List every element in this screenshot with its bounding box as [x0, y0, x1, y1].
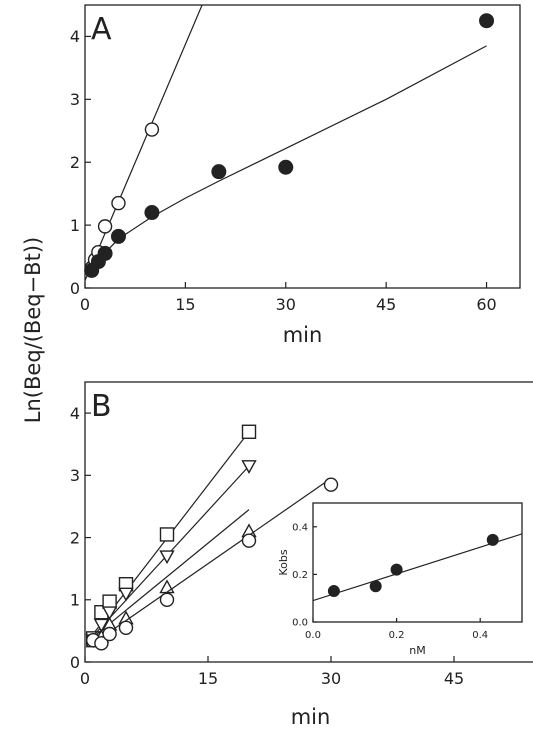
- fit-line: [313, 533, 522, 602]
- panel-label: B: [91, 389, 112, 424]
- x-tick-label: 15: [198, 669, 218, 688]
- data-point-filled-circle: [144, 205, 160, 221]
- y-tick-label: 2: [70, 528, 80, 547]
- x-axis-label: nM: [409, 644, 425, 657]
- data-point-open-square: [241, 424, 257, 439]
- data-point-open-square: [102, 594, 117, 609]
- data-point-open-triangle-down: [118, 587, 134, 602]
- data-point-open-circle: [118, 620, 134, 635]
- data-point-open-circle: [102, 626, 117, 642]
- data-point-open-triangle-down: [159, 550, 175, 565]
- data-point-open-square: [159, 527, 175, 542]
- x-tick-label: 45: [376, 295, 396, 314]
- y-tick-label: 1: [70, 591, 80, 610]
- plot-frame: [84, 4, 521, 289]
- data-point-open-circle: [159, 592, 175, 607]
- fit-line: [92, 509, 250, 638]
- panel-b-inset: 0.0 0.2 0.4 0.0 0.2 0.4 nM Kobs: [277, 502, 523, 657]
- y-tick-label: 0: [70, 653, 80, 672]
- x-tick-label: 60: [476, 295, 496, 314]
- data-point-filled-circle: [110, 228, 126, 244]
- data-point-filled-circle: [211, 164, 227, 180]
- data-point-filled-circle: [278, 159, 294, 175]
- x-tick-label: 0: [80, 669, 90, 688]
- data-point-filled-circle: [479, 13, 495, 29]
- data-point-open-triangle-down: [93, 618, 110, 633]
- y-axis-label: Kobs: [277, 549, 290, 575]
- x-tick-label: 45: [444, 669, 464, 688]
- data-point-filled-circle: [97, 245, 113, 261]
- data-point-open-circle: [144, 122, 160, 137]
- data-point-filled-circle: [390, 563, 403, 576]
- panel-b: 0 15 30 45 0 1 2 3 4 min B: [70, 381, 533, 729]
- series-4-open-circle: [85, 477, 339, 651]
- x-axis-label: min: [291, 705, 331, 729]
- y-tick-label: 1: [70, 216, 80, 235]
- data-point-open-circle: [241, 533, 257, 548]
- x-axis-label: min: [283, 323, 323, 347]
- x-tick-label: 0: [80, 295, 90, 314]
- y-tick-label: 0: [70, 279, 80, 298]
- data-point-open-circle: [111, 195, 126, 211]
- panel-a: 0 15 30 45 60 0 1 2 3 4 min A: [70, 4, 521, 347]
- data-point-open-triangle-down: [241, 460, 257, 474]
- y-tick-label: 2: [70, 153, 80, 172]
- data-point-open-triangle-up: [159, 579, 175, 594]
- data-point-filled-circle: [486, 533, 499, 546]
- plot-frame: [312, 502, 523, 623]
- data-point-open-triangle-down: [101, 606, 118, 621]
- x-tick-label: 15: [175, 295, 195, 314]
- y-tick-label: 3: [70, 466, 80, 485]
- data-point-filled-circle: [327, 585, 340, 598]
- y-tick-label: 3: [70, 90, 80, 109]
- data-point-filled-circle: [369, 580, 382, 593]
- fit-line: [85, 5, 203, 281]
- y-tick-label: 4: [70, 27, 80, 46]
- y-tick-label: 0.4: [292, 522, 308, 533]
- series-2-filled-circle: [84, 13, 495, 278]
- x-tick-label: 30: [276, 295, 296, 314]
- data-point-open-circle: [94, 636, 109, 651]
- x-tick-label: 30: [321, 669, 341, 688]
- x-tick-label: 0.2: [389, 630, 405, 641]
- y-tick-label: 0.2: [292, 570, 308, 581]
- y-tick-label: 0.0: [292, 618, 308, 629]
- data-point-open-circle: [323, 477, 339, 492]
- panel-label: A: [91, 12, 112, 47]
- series-2-open-triangle-down: [85, 460, 257, 649]
- x-tick-label: 0.4: [472, 630, 488, 641]
- data-point-open-circle: [97, 219, 113, 234]
- y-tick-label: 4: [70, 404, 80, 423]
- shared-y-axis-label: Ln(Beq/(Beq−Bt)): [21, 237, 45, 423]
- plot-frame: [84, 381, 533, 663]
- fit-line: [92, 477, 332, 644]
- series-1-filled-circle: [313, 533, 522, 602]
- x-tick-label: 0.0: [305, 630, 321, 641]
